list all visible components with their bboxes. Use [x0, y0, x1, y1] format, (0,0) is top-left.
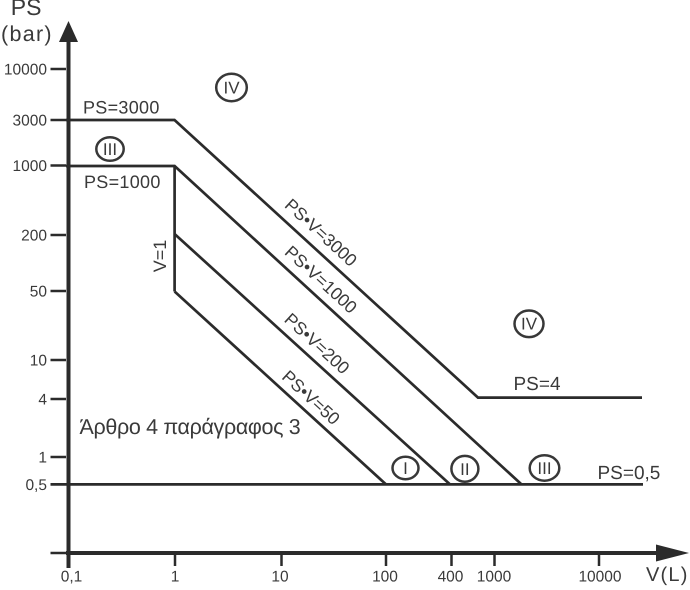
svg-text:IV: IV — [521, 315, 538, 334]
svg-text:1: 1 — [171, 569, 180, 586]
svg-text:10: 10 — [30, 353, 48, 370]
svg-text:10: 10 — [271, 569, 289, 586]
svg-text:0,1: 0,1 — [61, 569, 83, 586]
svg-text:II: II — [460, 460, 469, 479]
svg-text:200: 200 — [21, 228, 47, 245]
svg-text:100: 100 — [372, 569, 398, 586]
svg-text:III: III — [103, 140, 117, 159]
svg-text:10000: 10000 — [4, 62, 47, 79]
svg-text:4: 4 — [38, 392, 47, 409]
svg-text:III: III — [537, 459, 551, 478]
svg-text:PS=4: PS=4 — [514, 374, 561, 395]
svg-text:1000: 1000 — [477, 569, 512, 586]
svg-text:I: I — [403, 459, 408, 478]
svg-text:10000: 10000 — [578, 569, 621, 586]
svg-text:400: 400 — [438, 569, 464, 586]
svg-text:IV: IV — [223, 79, 240, 98]
svg-text:(bar): (bar) — [1, 22, 53, 46]
svg-text:3000: 3000 — [13, 113, 48, 130]
svg-text:V=1: V=1 — [150, 240, 170, 273]
svg-text:PS=3000: PS=3000 — [83, 98, 160, 118]
svg-text:Άρθρο 4 παράγραφος 3: Άρθρο 4 παράγραφος 3 — [80, 415, 301, 439]
svg-text:PS=0,5: PS=0,5 — [598, 463, 661, 484]
svg-text:V(L): V(L) — [646, 564, 689, 586]
svg-text:50: 50 — [30, 284, 48, 301]
svg-text:PS=1000: PS=1000 — [84, 172, 161, 192]
svg-text:PS: PS — [11, 0, 42, 20]
svg-text:1: 1 — [38, 450, 47, 467]
svg-text:0,5: 0,5 — [25, 477, 47, 494]
svg-text:1000: 1000 — [13, 158, 48, 175]
